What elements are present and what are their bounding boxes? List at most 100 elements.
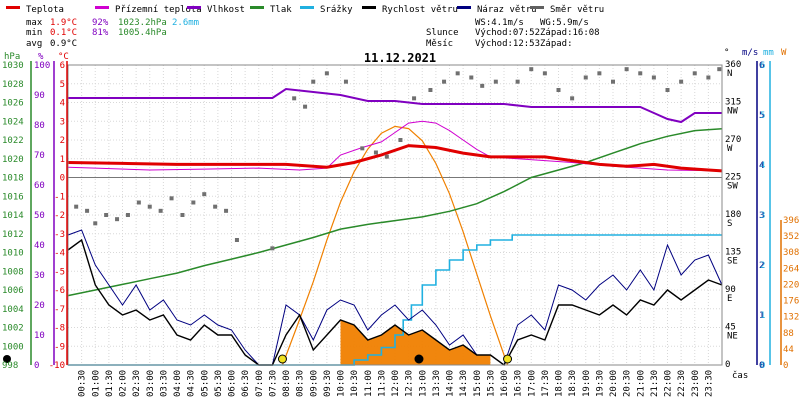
axis-hpa-tick: 1012	[2, 230, 24, 240]
legend-swatch	[362, 6, 376, 9]
axis-percent-tick: 70	[34, 151, 45, 161]
legend-label: Tlak	[270, 5, 292, 15]
chart-title: 11.12.2021	[364, 51, 436, 65]
wind-direction-point	[412, 96, 417, 101]
wind-direction-point	[706, 75, 711, 80]
axis-direction-tick: 45	[725, 323, 736, 333]
axis-time-tick: 07:30	[268, 370, 278, 397]
stats-block: max 1.9°C 92% 1023.2hPa 2.6mm min 0.1°C …	[26, 18, 199, 49]
axis-time-tick: 14:00	[446, 370, 456, 397]
axis-percent-unit: %	[38, 52, 44, 62]
axis-time-tick: 01:00	[91, 370, 101, 397]
series-pressure-line	[67, 127, 723, 297]
stats-min-hum: 81%	[92, 28, 109, 38]
legend: Teplota Přízemní teplota Vlhkost Tlak Srážky…	[6, 5, 604, 15]
axis-hpa-tick: 1010	[2, 249, 24, 259]
axis-hpa-tick: 1002	[2, 324, 24, 334]
axis-celsius-tick: 4	[60, 99, 65, 109]
wind-direction-point	[169, 196, 174, 201]
info-block: WS:4.1m/s WG:5.9m/s Slunce Východ:07:52 …	[426, 18, 600, 49]
axis-percent-tick: 10	[34, 331, 45, 341]
axis-time-tick: 09:00	[309, 370, 319, 397]
axis-time-tick: 01:30	[105, 370, 115, 397]
wind-direction-point	[529, 67, 534, 72]
stats-max-label: max	[26, 18, 43, 28]
wind-direction-point	[442, 79, 447, 84]
series-gust-line	[67, 229, 723, 366]
axis-mm-tick: 5	[760, 111, 765, 121]
axis-percent-tick: 20	[34, 301, 45, 311]
axis-w-tick: 308	[783, 248, 799, 258]
info-moon-set: Západ:	[540, 39, 573, 49]
legend-swatch	[457, 6, 471, 9]
axis-celsius-tick: -8	[54, 324, 65, 334]
stats-max-temp: 1.9°C	[50, 18, 77, 28]
wind-direction-point	[638, 71, 643, 76]
wind-direction-point	[583, 75, 588, 80]
axis-time-tick: 20:30	[623, 370, 633, 397]
axis-percent-tick: 30	[34, 271, 45, 281]
axis-celsius-tick: -4	[54, 249, 65, 259]
wind-direction-point	[324, 71, 329, 76]
axis-celsius-tick: -3	[54, 230, 65, 240]
wind-direction-point	[651, 75, 656, 80]
sunset-marker	[503, 354, 513, 364]
wind-direction-point	[679, 79, 684, 84]
axis-time-tick: 19:00	[582, 370, 592, 397]
info-moon-rise: Východ:12:53	[475, 39, 540, 49]
axis-direction-name: S	[727, 219, 732, 229]
axis-hpa-unit: hPa	[4, 52, 20, 62]
axis-time-tick: 15:30	[486, 370, 496, 397]
axis-ms-tick: 0	[759, 361, 764, 371]
axis-percent-tick: 40	[34, 241, 45, 251]
axis-w-tick: 44	[783, 345, 794, 355]
wind-direction-point	[158, 208, 163, 213]
legend-label: Přízemní teplota	[115, 5, 202, 15]
series-wind-speed-line	[67, 238, 723, 367]
wind-direction-point	[570, 96, 575, 101]
axis-time-tick: 04:30	[187, 370, 197, 397]
axis-w-unit: W	[781, 48, 787, 58]
axis-direction-tick: 180	[725, 210, 741, 220]
axis-hpa-tick: 1026	[2, 99, 24, 109]
axis-ms-tick: 6	[759, 61, 764, 71]
axis-time-label: čas	[732, 370, 748, 381]
wind-direction-point	[624, 67, 629, 72]
axis-time-tick: 02:00	[119, 370, 129, 397]
axis-percent-tick: 0	[34, 361, 39, 371]
series-solar-line	[281, 125, 509, 366]
axis-percent-tick: 80	[34, 121, 45, 131]
axis-celsius-tick: -10	[49, 361, 65, 371]
series-rain-line	[68, 234, 722, 366]
wind-direction-point	[384, 154, 389, 159]
wind-direction-point	[224, 208, 229, 213]
wind-direction-point	[373, 150, 378, 155]
axis-w-tick: 132	[783, 313, 799, 323]
axis-w-tick: 88	[783, 329, 794, 339]
axis-celsius-tick: -5	[54, 267, 65, 277]
wind-direction-point	[202, 192, 207, 197]
wind-direction-point	[692, 71, 697, 76]
wind-direction-point	[515, 79, 520, 84]
series-humidity-line	[68, 87, 722, 124]
axis-celsius-tick: -7	[54, 305, 65, 315]
axis-time-tick: 23:00	[691, 370, 701, 397]
axis-celsius-tick: 6	[60, 61, 65, 71]
wind-direction-point	[234, 238, 239, 242]
axis-hpa-tick: 1024	[2, 117, 24, 127]
wind-direction-point	[180, 213, 185, 217]
axis-celsius-tick: -9	[54, 342, 65, 352]
wind-direction-point	[665, 88, 670, 92]
axis-time-tick: 09:30	[323, 370, 333, 397]
wind-direction-point	[125, 213, 130, 217]
axis-hpa-tick: 998	[2, 361, 18, 371]
stats-max-rain: 2.6mm	[172, 18, 199, 28]
stats-avg-label: avg	[26, 39, 42, 49]
axis-direction-name: SE	[727, 257, 738, 267]
axis-time-tick: 10:30	[350, 370, 360, 397]
axis-direction-tick: 270	[725, 135, 741, 145]
axis-direction-tick: 135	[725, 248, 741, 258]
axis-time-tick: 03:30	[159, 370, 169, 397]
info-moon-label: Měsíc	[426, 39, 453, 49]
